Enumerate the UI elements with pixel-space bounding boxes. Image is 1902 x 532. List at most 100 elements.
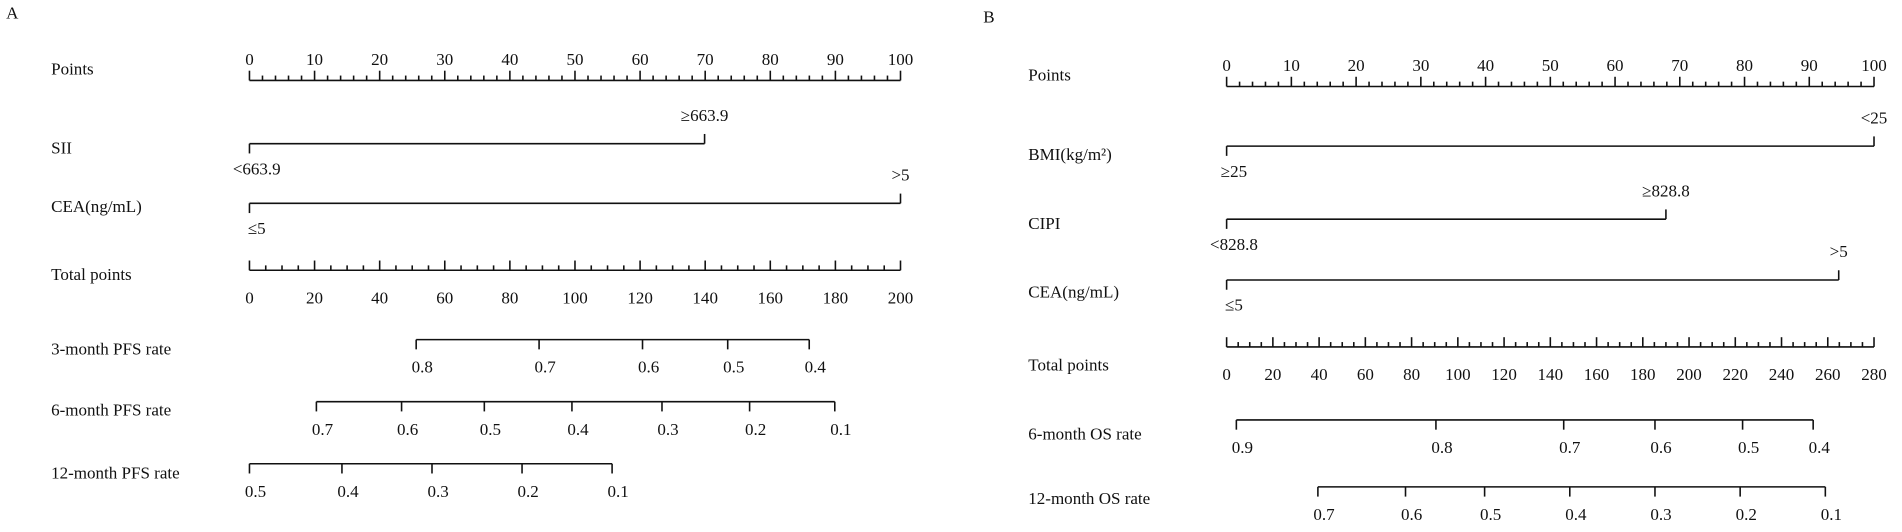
level-label: >5 (891, 165, 909, 184)
axis-title: Total points (1028, 355, 1109, 374)
outcome-name: 12-month PFS rate (51, 464, 180, 483)
tick-label: 80 (501, 288, 518, 307)
level-label: <828.8 (1210, 235, 1258, 254)
outcome-tick-label: 0.7 (535, 358, 557, 377)
outcome-tick-label: 0.6 (1401, 505, 1422, 524)
outcome-tick-label: 0.4 (567, 420, 589, 439)
outcome-tick-label: 0.5 (1480, 505, 1501, 524)
outcome-tick-label: 0.6 (1650, 438, 1671, 457)
level-label: ≤5 (248, 219, 266, 238)
outcome-tick-label: 0.5 (245, 482, 266, 501)
variable-name: SII (51, 139, 72, 158)
tick-label: 90 (827, 50, 844, 69)
outcome-tick-label: 0.8 (1431, 438, 1452, 457)
tick-label: 220 (1723, 365, 1749, 384)
outcome-tick-label: 0.7 (312, 420, 334, 439)
variable-name: CEA(ng/mL) (51, 197, 142, 216)
tick-label: 260 (1815, 365, 1841, 384)
tick-label: 140 (692, 288, 718, 307)
panel-label: B (983, 7, 994, 26)
tick-label: 0 (245, 288, 254, 307)
level-label: <25 (1861, 108, 1888, 127)
level-label: ≥828.8 (1642, 181, 1690, 200)
level-label: ≥25 (1221, 162, 1247, 181)
tick-label: 10 (1283, 56, 1300, 75)
tick-label: 100 (1861, 56, 1887, 75)
outcome-tick-label: 0.8 (412, 358, 433, 377)
tick-label: 100 (1445, 365, 1471, 384)
tick-label: 120 (1491, 365, 1517, 384)
tick-label: 60 (1607, 56, 1624, 75)
outcome-tick-label: 0.6 (397, 420, 418, 439)
outcome-tick-label: 0.7 (1559, 438, 1581, 457)
tick-label: 80 (1736, 56, 1753, 75)
outcome-tick-label: 0.3 (657, 420, 678, 439)
tick-label: 0 (1222, 365, 1231, 384)
outcome-tick-label: 0.4 (1809, 438, 1831, 457)
axis-title: Points (51, 60, 94, 79)
tick-label: 20 (1348, 56, 1365, 75)
tick-label: 80 (762, 50, 779, 69)
outcome-tick-label: 0.1 (608, 482, 629, 501)
tick-label: 0 (245, 50, 254, 69)
tick-label: 40 (371, 288, 388, 307)
tick-label: 180 (823, 288, 849, 307)
tick-label: 10 (306, 50, 323, 69)
tick-label: 30 (1412, 56, 1429, 75)
outcome-tick-label: 0.5 (480, 420, 501, 439)
tick-label: 20 (371, 50, 388, 69)
tick-label: 50 (1542, 56, 1559, 75)
outcome-tick-label: 0.4 (1565, 505, 1587, 524)
outcome-tick-label: 0.1 (830, 420, 851, 439)
tick-label: 40 (1477, 56, 1494, 75)
outcome-tick-label: 0.9 (1232, 438, 1253, 457)
outcome-name: 6-month PFS rate (51, 400, 171, 419)
tick-label: 80 (1403, 365, 1420, 384)
tick-label: 100 (562, 288, 588, 307)
tick-label: 20 (1264, 365, 1281, 384)
outcome-tick-label: 0.5 (1738, 438, 1759, 457)
tick-label: 70 (1671, 56, 1688, 75)
outcome-tick-label: 0.3 (1650, 505, 1671, 524)
tick-label: 100 (888, 50, 914, 69)
tick-label: 120 (627, 288, 653, 307)
axis-title: Points (1028, 66, 1071, 85)
tick-label: 70 (697, 50, 714, 69)
variable-name: CEA(ng/mL) (1028, 282, 1119, 301)
tick-label: 30 (436, 50, 453, 69)
outcome-name: 3-month PFS rate (51, 339, 171, 358)
outcome-name: 6-month OS rate (1028, 425, 1141, 444)
tick-label: 60 (1357, 365, 1374, 384)
tick-label: 60 (436, 288, 453, 307)
tick-label: 160 (1584, 365, 1610, 384)
variable-name: CIPI (1028, 214, 1060, 233)
outcome-tick-label: 0.2 (1736, 505, 1757, 524)
outcome-tick-label: 0.1 (1821, 505, 1842, 524)
outcome-name: 12-month OS rate (1028, 489, 1150, 508)
tick-label: 240 (1769, 365, 1795, 384)
tick-label: 200 (1676, 365, 1702, 384)
level-label: ≤5 (1225, 296, 1243, 315)
tick-label: 0 (1222, 56, 1231, 75)
outcome-tick-label: 0.6 (638, 358, 659, 377)
outcome-tick-label: 0.3 (427, 482, 448, 501)
outcome-tick-label: 0.7 (1313, 505, 1335, 524)
tick-label: 160 (758, 288, 784, 307)
tick-label: 20 (306, 288, 323, 307)
tick-label: 40 (1311, 365, 1328, 384)
level-label: ≥663.9 (681, 106, 729, 125)
outcome-tick-label: 0.2 (745, 420, 766, 439)
tick-label: 140 (1538, 365, 1564, 384)
panel-label: A (6, 4, 19, 23)
outcome-tick-label: 0.5 (723, 358, 744, 377)
tick-label: 50 (566, 50, 583, 69)
level-label: >5 (1830, 242, 1848, 261)
outcome-tick-label: 0.4 (337, 482, 359, 501)
tick-label: 40 (501, 50, 518, 69)
tick-label: 280 (1861, 365, 1887, 384)
outcome-tick-label: 0.2 (517, 482, 538, 501)
level-label: <663.9 (233, 159, 281, 178)
axis-title: Total points (51, 265, 132, 284)
variable-name: BMI(kg/m²) (1028, 145, 1112, 164)
